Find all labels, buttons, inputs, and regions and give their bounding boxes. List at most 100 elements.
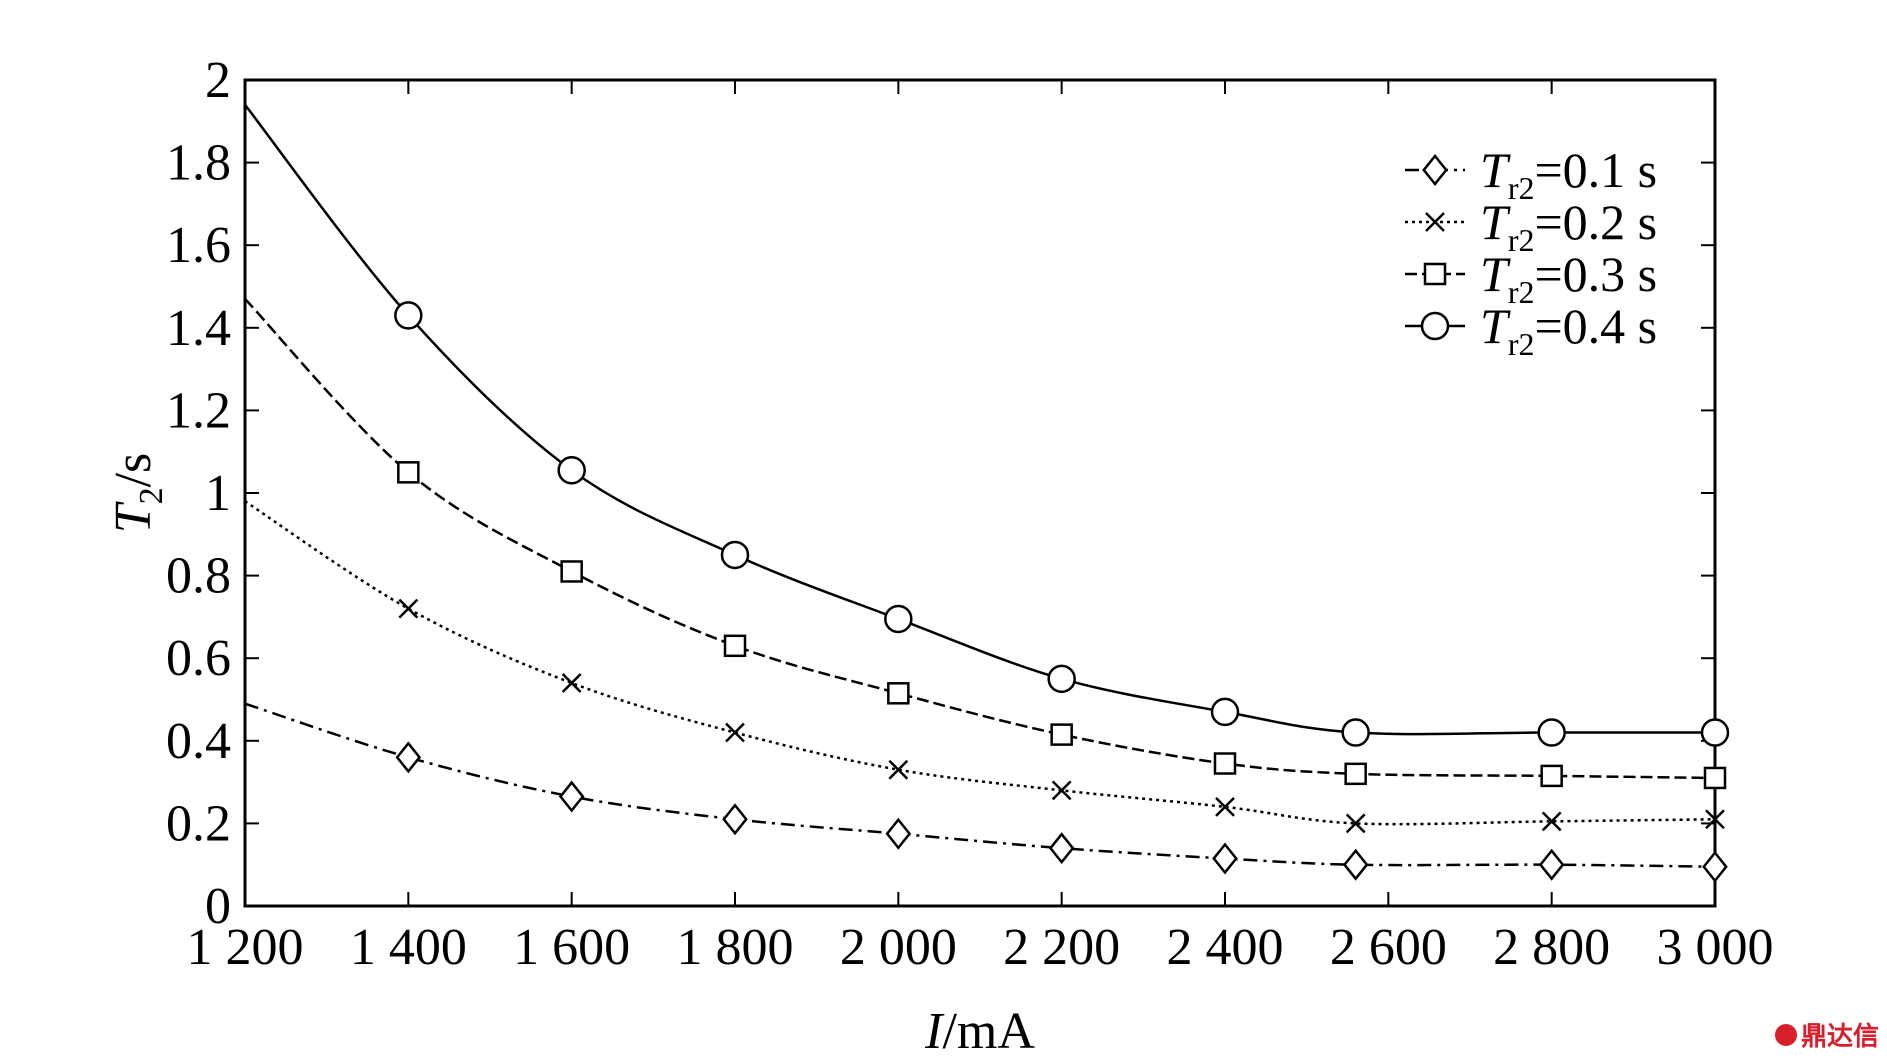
legend-marker-diamond bbox=[1422, 153, 1448, 187]
y-tick-label: 0.8 bbox=[166, 548, 231, 605]
legend-label-value: =0.3 s bbox=[1534, 246, 1657, 302]
data-point-diamond bbox=[1538, 848, 1565, 881]
series-line bbox=[244, 298, 1716, 780]
cross-stroke bbox=[398, 598, 419, 619]
legend-marker-circle bbox=[1420, 311, 1450, 341]
legend-label-symbol: T bbox=[1480, 246, 1511, 302]
cross-stroke bbox=[888, 759, 909, 780]
legend-label-value: =0.1 s bbox=[1534, 142, 1657, 198]
series-3 bbox=[244, 298, 1727, 790]
legend-marker-cross bbox=[1425, 212, 1445, 232]
data-point-square bbox=[887, 682, 910, 705]
data-point-circle bbox=[1047, 664, 1076, 694]
y-tick-label: 1.8 bbox=[166, 135, 231, 192]
data-point-diamond bbox=[1342, 848, 1369, 881]
series-4 bbox=[244, 104, 1730, 747]
series-line bbox=[244, 702, 1716, 869]
data-point-circle bbox=[394, 301, 423, 330]
series-1 bbox=[244, 702, 1728, 883]
x-tick-label: 1 600 bbox=[513, 919, 630, 976]
cross-stroke bbox=[1345, 813, 1366, 834]
legend-label-value: =0.2 s bbox=[1534, 194, 1657, 250]
watermark: 鼎达信 bbox=[1774, 1016, 1879, 1053]
data-point-circle bbox=[557, 456, 586, 485]
data-point-circle bbox=[1210, 697, 1240, 727]
data-point-square bbox=[1344, 762, 1367, 786]
data-point-diamond bbox=[1702, 850, 1728, 883]
data-point-diamond bbox=[1048, 832, 1075, 865]
data-point-cross bbox=[1345, 813, 1366, 834]
legend-label-value: =0.4 s bbox=[1534, 298, 1657, 354]
data-point-circle bbox=[720, 540, 750, 570]
legend-label-symbol: T bbox=[1480, 142, 1511, 198]
data-point-cross bbox=[888, 759, 909, 780]
x-tick-label: 2 800 bbox=[1493, 919, 1610, 976]
y-tick-label: 1 bbox=[205, 465, 231, 522]
x-axis-ticks: 1 200 1 400 1 600 1 800 2 000 2 200 2 400 2 600… bbox=[187, 80, 1774, 976]
data-point-circle bbox=[1700, 718, 1730, 747]
y-axis-label: T2/s bbox=[105, 453, 170, 534]
x-tick-label: 2 000 bbox=[840, 919, 957, 976]
cross-stroke bbox=[1541, 811, 1562, 832]
data-point-square bbox=[1540, 764, 1563, 788]
x-tick-label: 2 200 bbox=[1003, 919, 1120, 976]
data-point-cross bbox=[1051, 780, 1072, 801]
legend-label: Tr2=0.2 s bbox=[1480, 194, 1657, 258]
data-point-cross bbox=[398, 598, 419, 619]
data-point-diamond bbox=[395, 741, 422, 774]
y-tick-label: 2 bbox=[205, 52, 231, 109]
data-point-diamond bbox=[885, 817, 912, 850]
watermark-logo-icon bbox=[1774, 1023, 1797, 1046]
y-tick-label: 1.2 bbox=[166, 382, 231, 439]
data-point-circle bbox=[1341, 718, 1370, 747]
cross-stroke bbox=[1215, 796, 1235, 817]
legend-label-subscript: r2 bbox=[1508, 326, 1535, 362]
cross-stroke bbox=[1705, 809, 1725, 830]
data-point-circle bbox=[884, 604, 913, 634]
cross-stroke bbox=[1425, 212, 1445, 232]
x-tick-label: 2 400 bbox=[1167, 919, 1284, 976]
x-tick-label: 2 600 bbox=[1330, 919, 1447, 976]
data-point-cross bbox=[1541, 811, 1562, 832]
data-point-square bbox=[1213, 752, 1237, 775]
y-tick-label: 1.4 bbox=[166, 300, 231, 357]
series-line bbox=[244, 104, 1715, 736]
x-tick-label: 1 200 bbox=[187, 919, 304, 976]
data-point-diamond bbox=[722, 803, 748, 836]
data-point-square bbox=[723, 634, 747, 658]
data-point-diamond bbox=[558, 780, 585, 813]
y-tick-label: 0.6 bbox=[166, 630, 231, 687]
watermark-text: 鼎达信 bbox=[1800, 1022, 1879, 1052]
data-point-cross bbox=[561, 673, 582, 693]
y-tick-label: 0 bbox=[205, 878, 231, 935]
y-axis-ticks: 0 0.2 0.4 0.6 0.8 1 1.2 1.4 1.6 1.8 2 bbox=[166, 52, 1715, 935]
data-point-cross bbox=[1705, 809, 1725, 830]
data-point-square bbox=[560, 560, 583, 583]
legend-label-subscript: r2 bbox=[1508, 170, 1535, 206]
x-axis-label: I/mA bbox=[924, 1003, 1035, 1060]
series-layer bbox=[244, 104, 1730, 883]
legend-label-subscript: r2 bbox=[1508, 222, 1535, 258]
data-point-square bbox=[397, 461, 420, 484]
data-point-diamond bbox=[1212, 842, 1238, 875]
data-point-cross bbox=[1215, 796, 1235, 817]
y-tick-label: 1.6 bbox=[166, 217, 231, 274]
x-tick-label: 1 400 bbox=[350, 919, 467, 976]
y-tick-label: 0.2 bbox=[166, 795, 231, 852]
legend-label-symbol: T bbox=[1480, 298, 1511, 354]
data-point-cross bbox=[725, 722, 745, 743]
legend-label: Tr2=0.1 s bbox=[1480, 142, 1657, 206]
legend-marker-square bbox=[1423, 262, 1447, 286]
x-tick-label: 3 000 bbox=[1657, 919, 1774, 976]
cross-stroke bbox=[725, 722, 745, 743]
series-line bbox=[244, 500, 1716, 826]
cross-stroke bbox=[561, 673, 582, 693]
legend-label-symbol: T bbox=[1480, 194, 1511, 250]
legend-label-subscript: r2 bbox=[1508, 274, 1535, 310]
y-tick-label: 0.4 bbox=[166, 713, 231, 770]
data-point-square bbox=[1703, 766, 1727, 790]
data-point-circle bbox=[1537, 718, 1566, 747]
legend-label: Tr2=0.4 s bbox=[1480, 298, 1657, 362]
